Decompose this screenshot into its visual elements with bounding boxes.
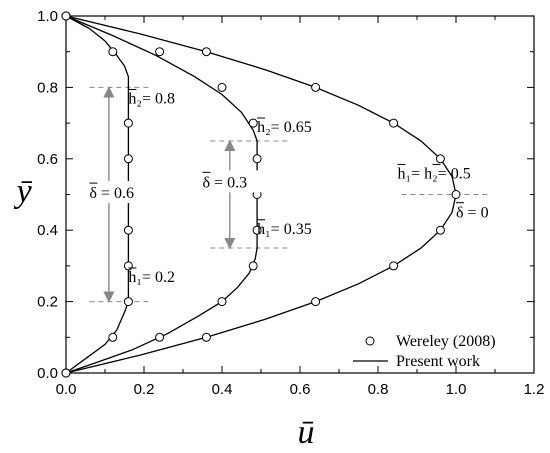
legend-label: Present work (396, 353, 480, 370)
points (61, 11, 461, 378)
wereley-data-point (155, 47, 165, 57)
y-tick-label: 0.2 (37, 294, 58, 311)
y-tick-label: 1.0 (37, 8, 58, 25)
x-tick-label: 0.8 (368, 381, 389, 398)
present-work-curve (65, 15, 130, 374)
wereley-data-point (123, 154, 133, 164)
ticks: 0.0 0.2 0.4 0.6 0.8 1.0 1.2 0.0 0.2 0.4 0.6 0.8 1.0 (37, 8, 544, 398)
annotation-h2-065: h₂= 0.65 (257, 119, 312, 136)
annotations: h₂= 0.8 δ = 0.6 h₁= 0.2 h₂= 0.65 δ = 0.3 h₁= … (88, 88, 489, 286)
annotation-h1-035: h₁= 0.35 (257, 221, 312, 238)
x-tick-label: 0.6 (290, 381, 311, 398)
wereley-data-point (311, 297, 321, 307)
wereley-data-point (123, 225, 133, 235)
legend-circle-icon (365, 336, 375, 346)
y-axis-title: ȳ (13, 173, 32, 210)
annotation-delta-0: δ = 0 (456, 205, 489, 222)
wereley-data-point (435, 225, 445, 235)
wereley-data-point (155, 332, 165, 342)
x-tick-label: 0.0 (56, 381, 77, 398)
wereley-data-point (248, 118, 258, 128)
label-backdrop (201, 170, 262, 193)
wereley-data-point (389, 261, 399, 271)
annotation-h1-02: h₁= 0.2 (128, 269, 175, 286)
annotation-h1h2-05: h₁= h₂= 0.5 (398, 165, 471, 182)
wereley-data-point (123, 118, 133, 128)
wereley-data-point (389, 118, 399, 128)
wereley-data-point (108, 332, 118, 342)
wereley-data-point (123, 297, 133, 307)
wereley-data-point (201, 332, 211, 342)
legend: Wereley (2008) Present work (353, 333, 496, 370)
y-tick-label: 0.4 (37, 222, 58, 239)
x-tick-label: 1.2 (524, 381, 545, 398)
annotation-delta-06: δ = 0.6 (89, 185, 134, 202)
wereley-data-point (108, 47, 118, 57)
y-tick-label: 0.8 (37, 79, 58, 96)
x-axis-title: ū (298, 414, 315, 451)
annotation-delta-03: δ = 0.3 (203, 174, 248, 191)
wereley-data-point (201, 47, 211, 57)
wereley-data-point (435, 154, 445, 164)
wereley-data-point (451, 190, 461, 199)
wereley-data-point (61, 368, 71, 378)
x-tick-label: 1.0 (446, 381, 467, 398)
wereley-data-point (61, 11, 71, 21)
wereley-data-point (217, 297, 227, 307)
wereley-data-point (217, 82, 227, 92)
annotation-h2-08: h₂= 0.8 (128, 90, 175, 107)
wereley-data-point (248, 261, 258, 271)
x-tick-label: 0.4 (212, 381, 233, 398)
wereley-data-point (311, 82, 321, 92)
wereley-data-point (252, 225, 262, 235)
wereley-data-point (252, 154, 262, 164)
x-tick-label: 0.2 (134, 381, 155, 398)
legend-label: Wereley (2008) (396, 333, 496, 350)
y-tick-label: 0.0 (37, 365, 58, 382)
label-backdrop (88, 181, 149, 204)
y-tick-label: 0.6 (37, 151, 58, 168)
